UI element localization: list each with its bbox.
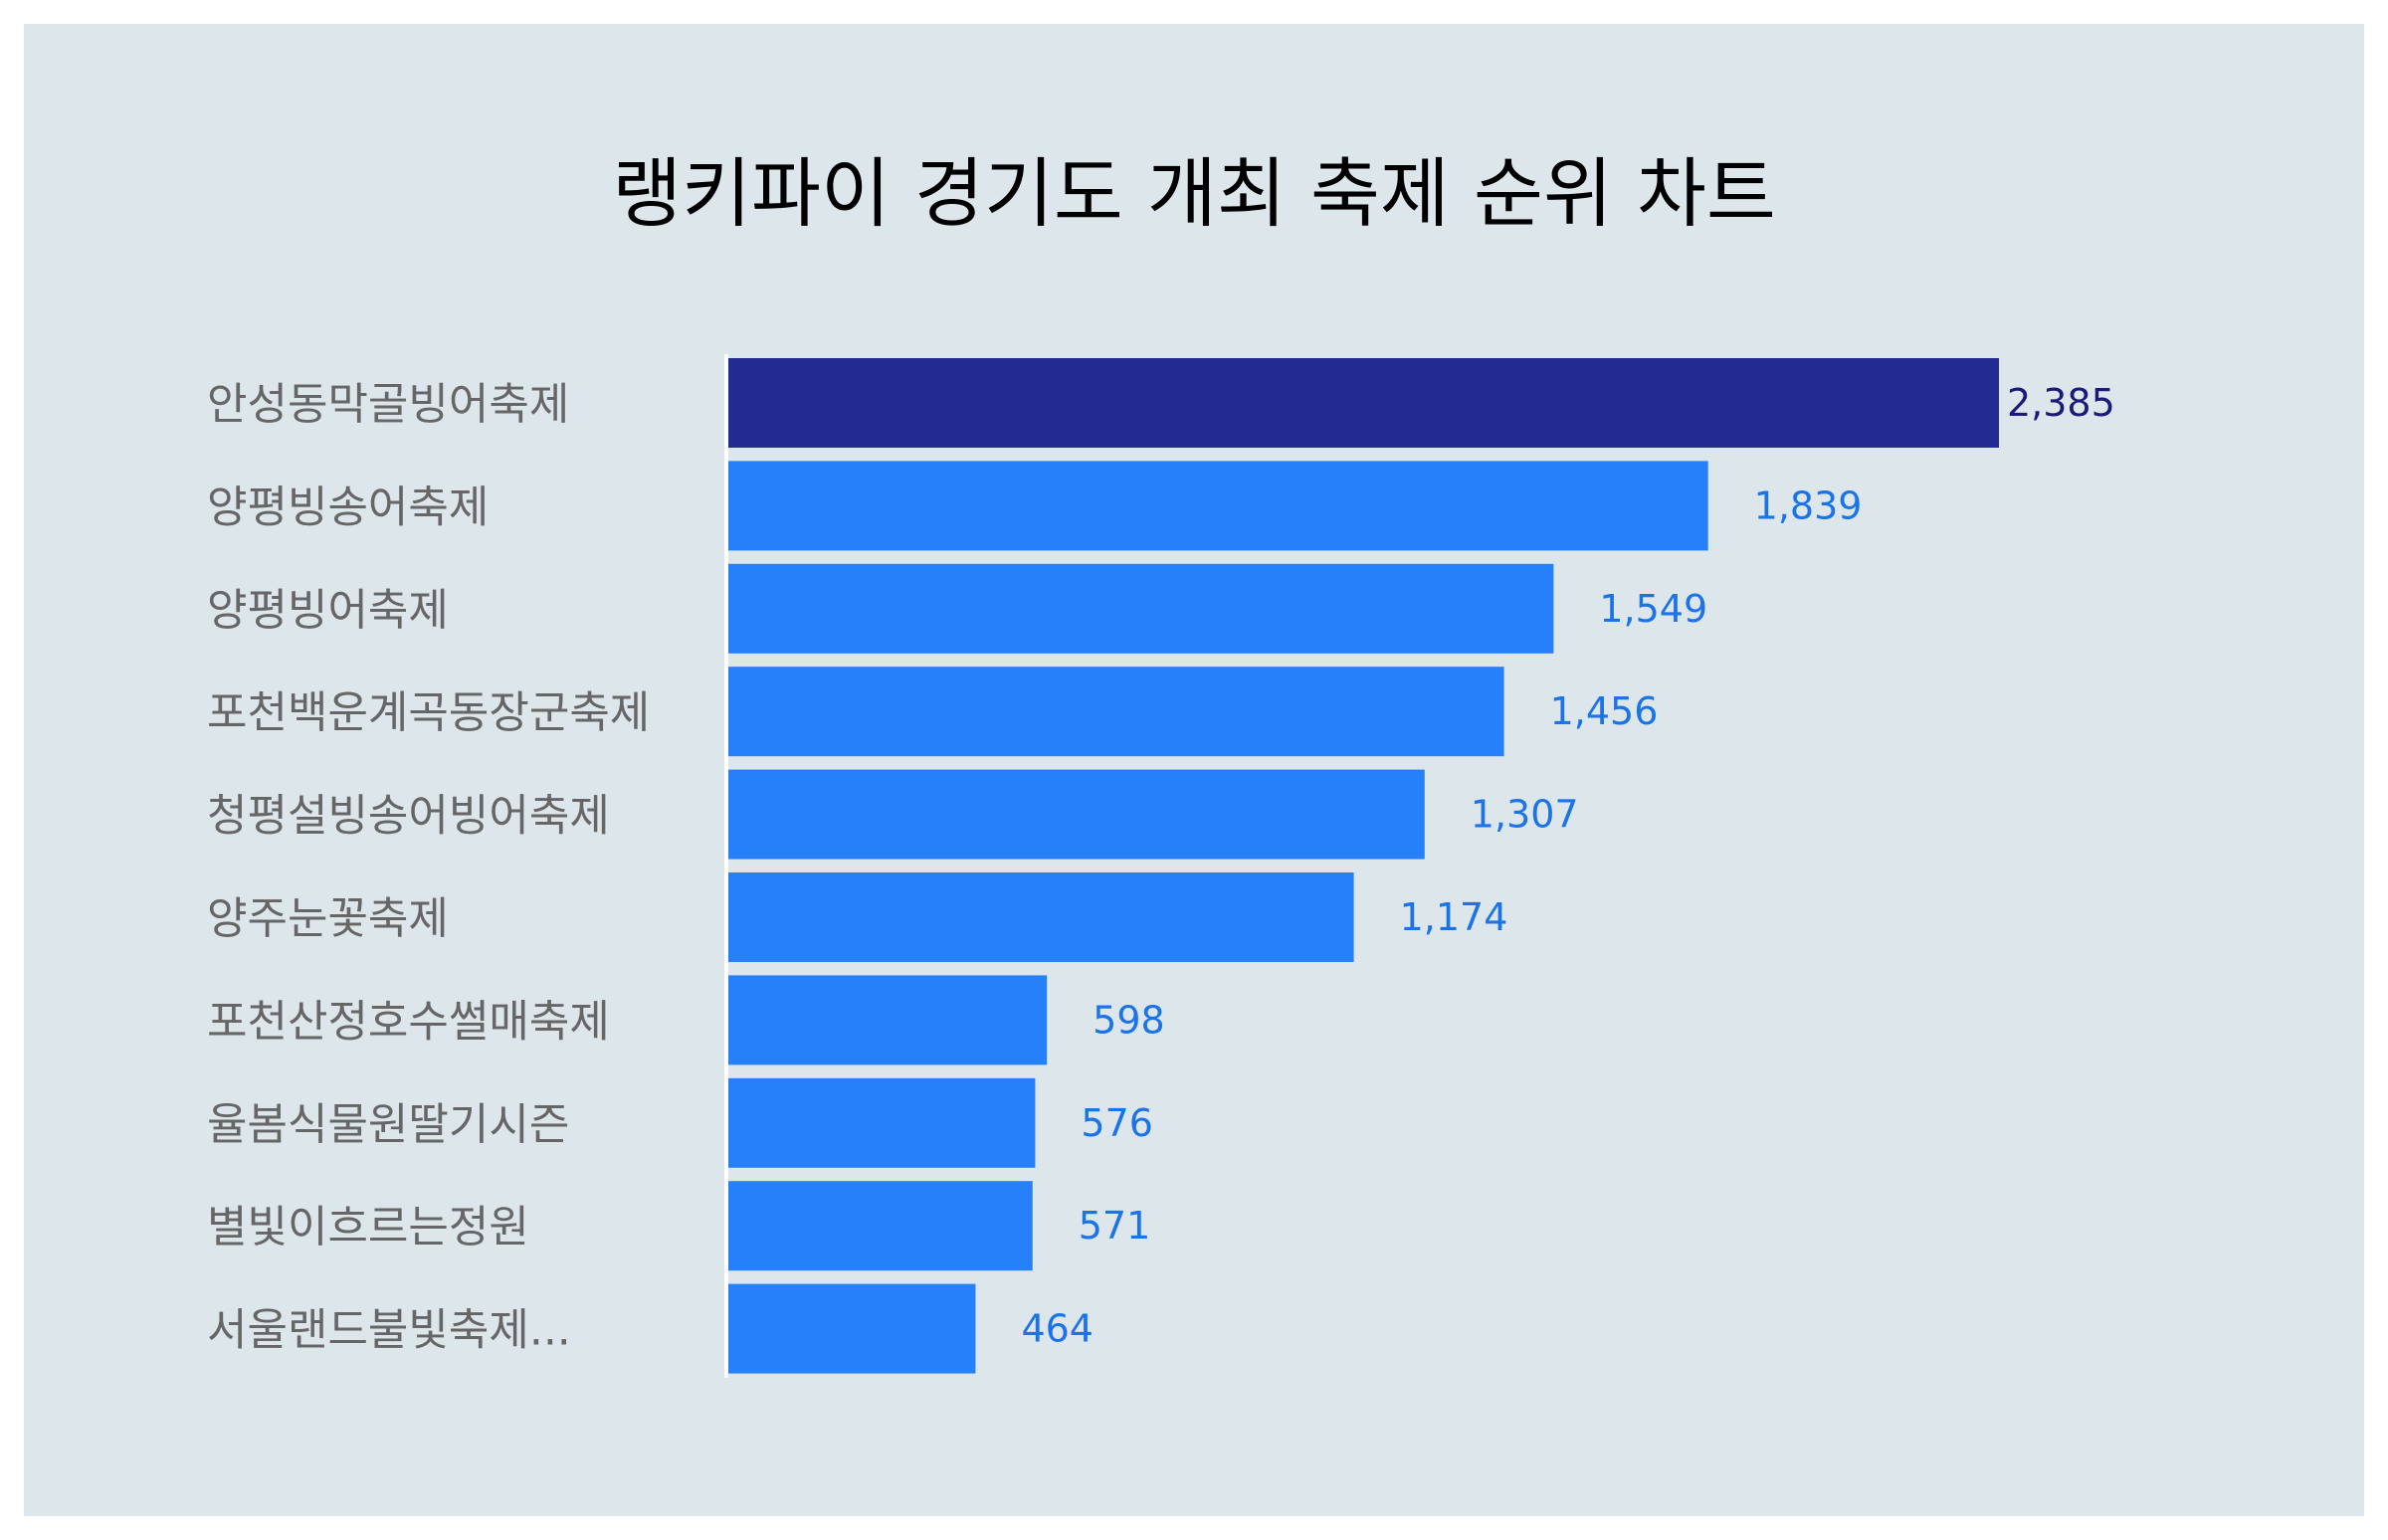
category-label-1: 안성동막골빙어축제 [207,379,569,430]
bar-6 [728,872,1354,962]
value-label-3: 1,549 [1599,587,1707,631]
category-label-5: 청평설빙송어빙어축제 [207,791,610,842]
bar-3 [728,563,1554,654]
bar-5 [728,769,1425,860]
category-label-9: 별빛이흐르는정원 [207,1202,529,1252]
value-label-1: 2,385 [2007,381,2115,425]
value-label-5: 1,307 [1471,793,1579,837]
category-label-3: 양평빙어축제 [207,585,449,636]
bar-1 [728,358,1999,448]
value-label-9: 571 [1079,1204,1151,1248]
value-label-8: 576 [1081,1101,1153,1145]
category-label-8: 율봄식물원딸기시즌 [207,1099,569,1150]
bar-8 [728,1077,1036,1168]
category-label-10: 서울랜드불빛축제... [207,1305,571,1356]
bar-10 [728,1283,976,1374]
bar-7 [728,975,1048,1065]
value-label-7: 598 [1093,998,1165,1042]
category-label-4: 포천백운계곡동장군축제 [207,687,650,738]
value-label-10: 464 [1021,1307,1094,1351]
value-label-4: 1,456 [1550,689,1659,733]
value-label-2: 1,839 [1754,483,1863,527]
category-label-6: 양주눈꽃축제 [207,893,449,944]
bar-9 [728,1181,1033,1271]
value-label-6: 1,174 [1400,895,1508,939]
category-label-7: 포천산정호수썰매축제 [207,996,610,1047]
chart-title: 랭키파이 경기도 개최 축제 순위 차트 [612,149,1776,238]
category-label-2: 양평빙송어축제 [207,481,489,532]
bar-2 [728,461,1708,551]
bar-4 [728,667,1504,757]
